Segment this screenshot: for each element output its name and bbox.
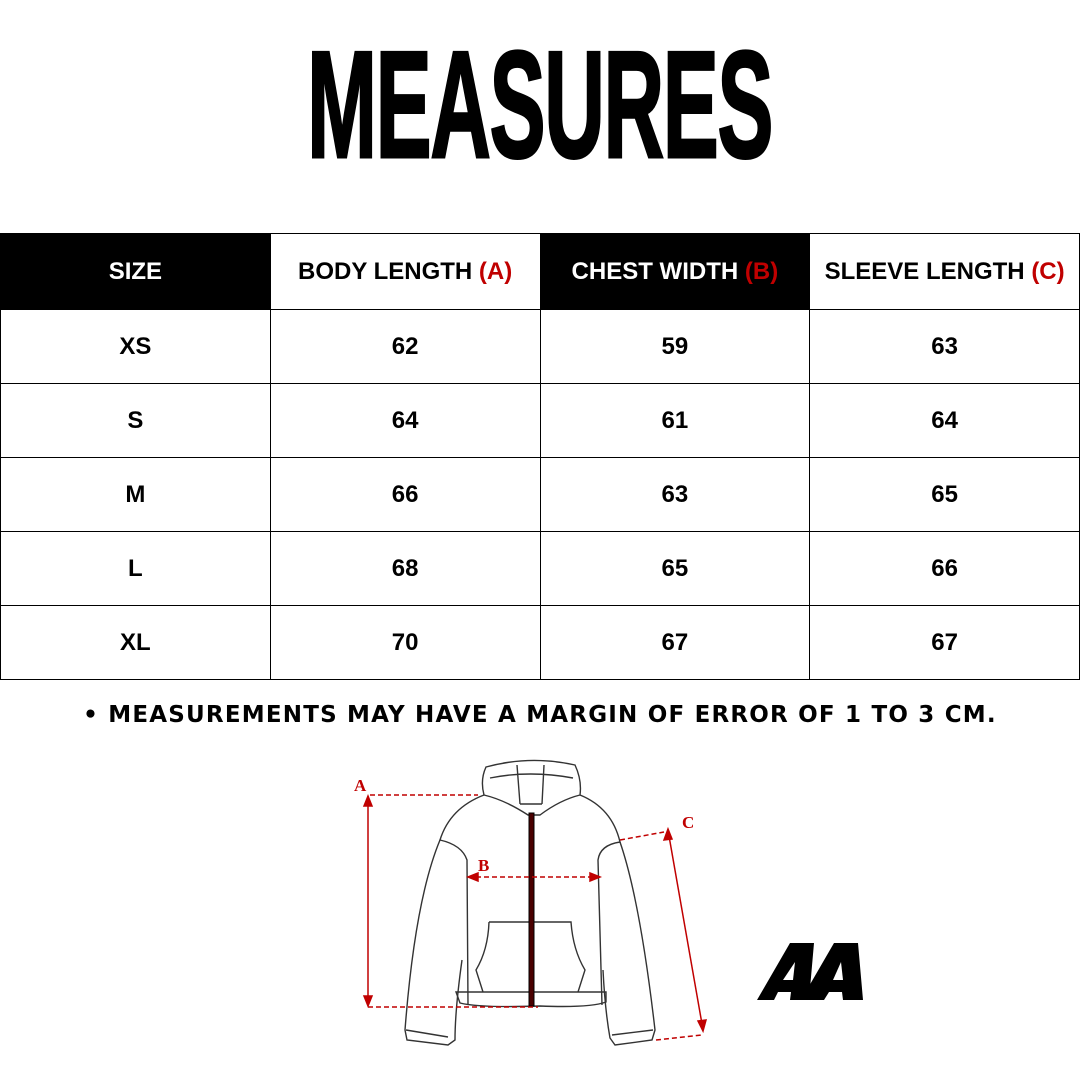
cell-chest-width: 63 [539, 457, 811, 532]
cell-size: S [0, 383, 271, 458]
size-table: SIZE BODY LENGTH (A) CHEST WIDTH (B) SLE… [0, 233, 1080, 680]
brand-logo [757, 943, 863, 1000]
page-title: MEASURES [307, 20, 775, 190]
cell-body-length: 70 [269, 605, 541, 680]
measure-lines [362, 793, 708, 1041]
label-a: A [354, 776, 367, 795]
cell-sleeve-length: 67 [809, 605, 1080, 680]
header-size: SIZE [0, 233, 271, 310]
cell-size: XL [0, 605, 271, 680]
cell-chest-width: 65 [539, 531, 811, 606]
cell-body-length: 68 [269, 531, 541, 606]
table-row: XS 62 59 63 [0, 309, 1080, 384]
cell-size: XS [0, 309, 271, 384]
cell-body-length: 66 [269, 457, 541, 532]
table-row: XL 70 67 67 [0, 605, 1080, 680]
cell-body-length: 62 [269, 309, 541, 384]
hoodie-outline [404, 759, 656, 1046]
margin-of-error-note: • MEASUREMENTS MAY HAVE A MARGIN OF ERRO… [83, 702, 997, 728]
table-header-row: SIZE BODY LENGTH (A) CHEST WIDTH (B) SLE… [0, 233, 1080, 310]
zipper [528, 812, 535, 1007]
cell-size: L [0, 531, 271, 606]
label-b: B [478, 856, 489, 875]
label-c: C [682, 813, 694, 832]
cell-chest-width: 67 [539, 605, 811, 680]
header-chest-width: CHEST WIDTH (B) [539, 233, 811, 310]
cell-chest-width: 61 [539, 383, 811, 458]
cell-chest-width: 59 [539, 309, 811, 384]
table-row: L 68 65 66 [0, 531, 1080, 606]
cell-size: M [0, 457, 271, 532]
table-row: M 66 63 65 [0, 457, 1080, 532]
cell-sleeve-length: 65 [809, 457, 1080, 532]
